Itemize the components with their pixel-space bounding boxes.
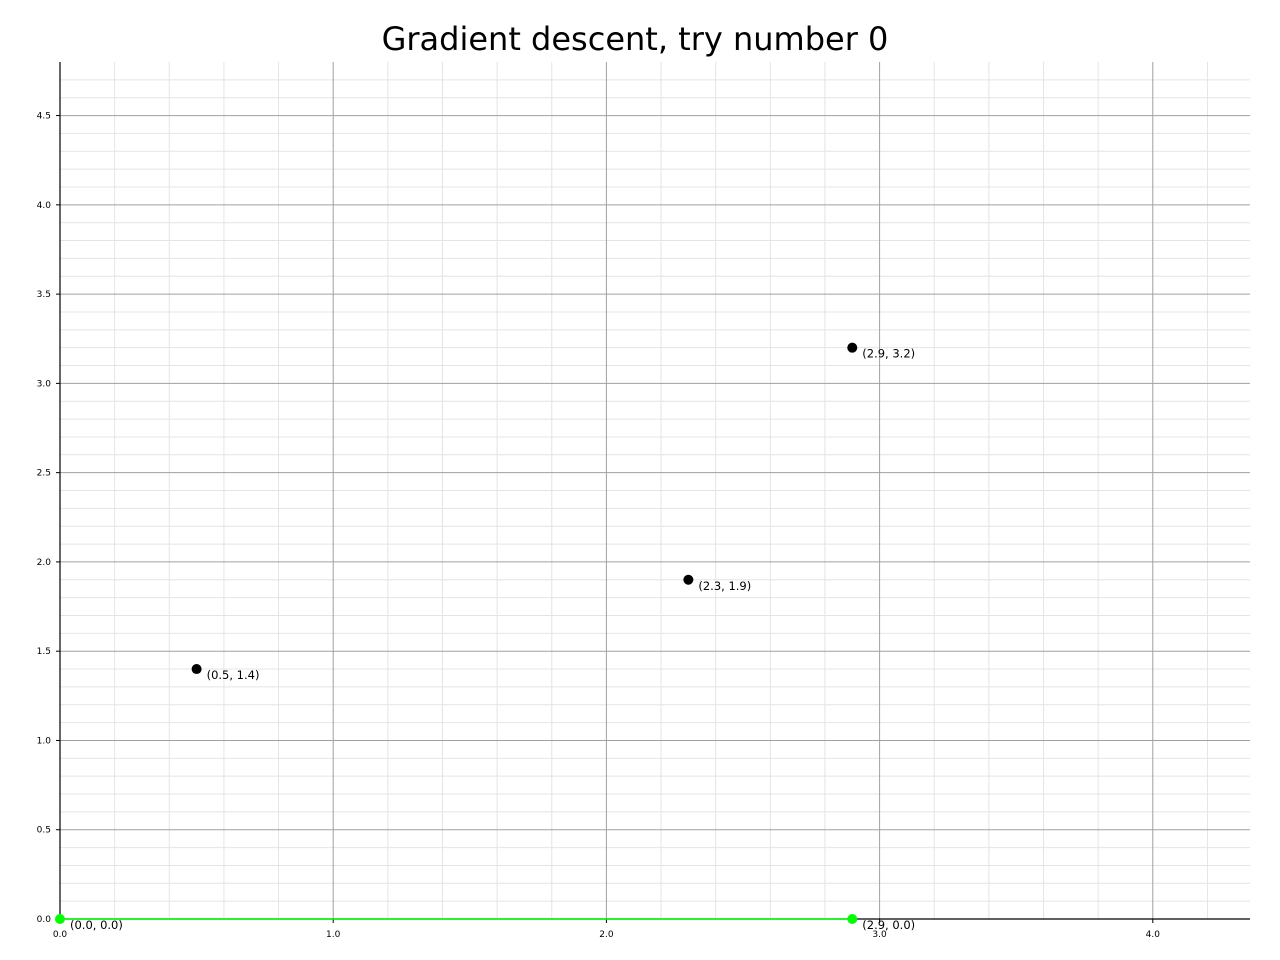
chart-title: Gradient descent, try number 0 (381, 20, 889, 58)
data-point (55, 914, 65, 924)
y-tick-label: 2.0 (37, 558, 52, 568)
y-tick-label: 3.5 (37, 290, 51, 300)
y-tick-label: 0.0 (37, 915, 52, 925)
data-point (847, 914, 858, 924)
x-tick-label: 3.0 (872, 930, 887, 940)
x-tick-label: 2.0 (599, 930, 614, 940)
x-tick-label: 0.0 (53, 930, 68, 940)
y-tick-label: 1.5 (37, 647, 51, 657)
series-layer (55, 342, 858, 924)
y-tick-label: 2.5 (37, 469, 51, 479)
data-point (191, 664, 202, 675)
data-point (847, 342, 858, 353)
data-point-label: (2.3, 1.9) (698, 579, 751, 593)
y-tick-label: 1.0 (37, 736, 52, 746)
data-point-label: (0.0, 0.0) (70, 918, 123, 932)
data-point-label: (0.5, 1.4) (207, 668, 260, 682)
data-point-label: (2.9, 0.0) (862, 918, 915, 932)
labels-layer: (0.5, 1.4) (2.3, 1.9) (2.9, 3.2) (0.0, 0.0)… (70, 347, 915, 932)
y-tick-label: 4.0 (37, 201, 52, 211)
y-tick-label: 0.5 (37, 826, 51, 836)
grid-layer (60, 62, 1250, 919)
data-point-label: (2.9, 3.2) (862, 347, 915, 361)
y-tick-label: 4.5 (37, 112, 51, 122)
x-tick-label: 1.0 (326, 930, 341, 940)
y-tick-label: 3.0 (37, 379, 52, 389)
x-tick-label: 4.0 (1146, 930, 1161, 940)
data-point (683, 574, 694, 585)
axes-layer: 0.0 1.0 2.0 3.0 4.0 0.0 0.5 1.0 1.5 2.0 2.5 3.0 3.5 4… (37, 62, 1250, 940)
